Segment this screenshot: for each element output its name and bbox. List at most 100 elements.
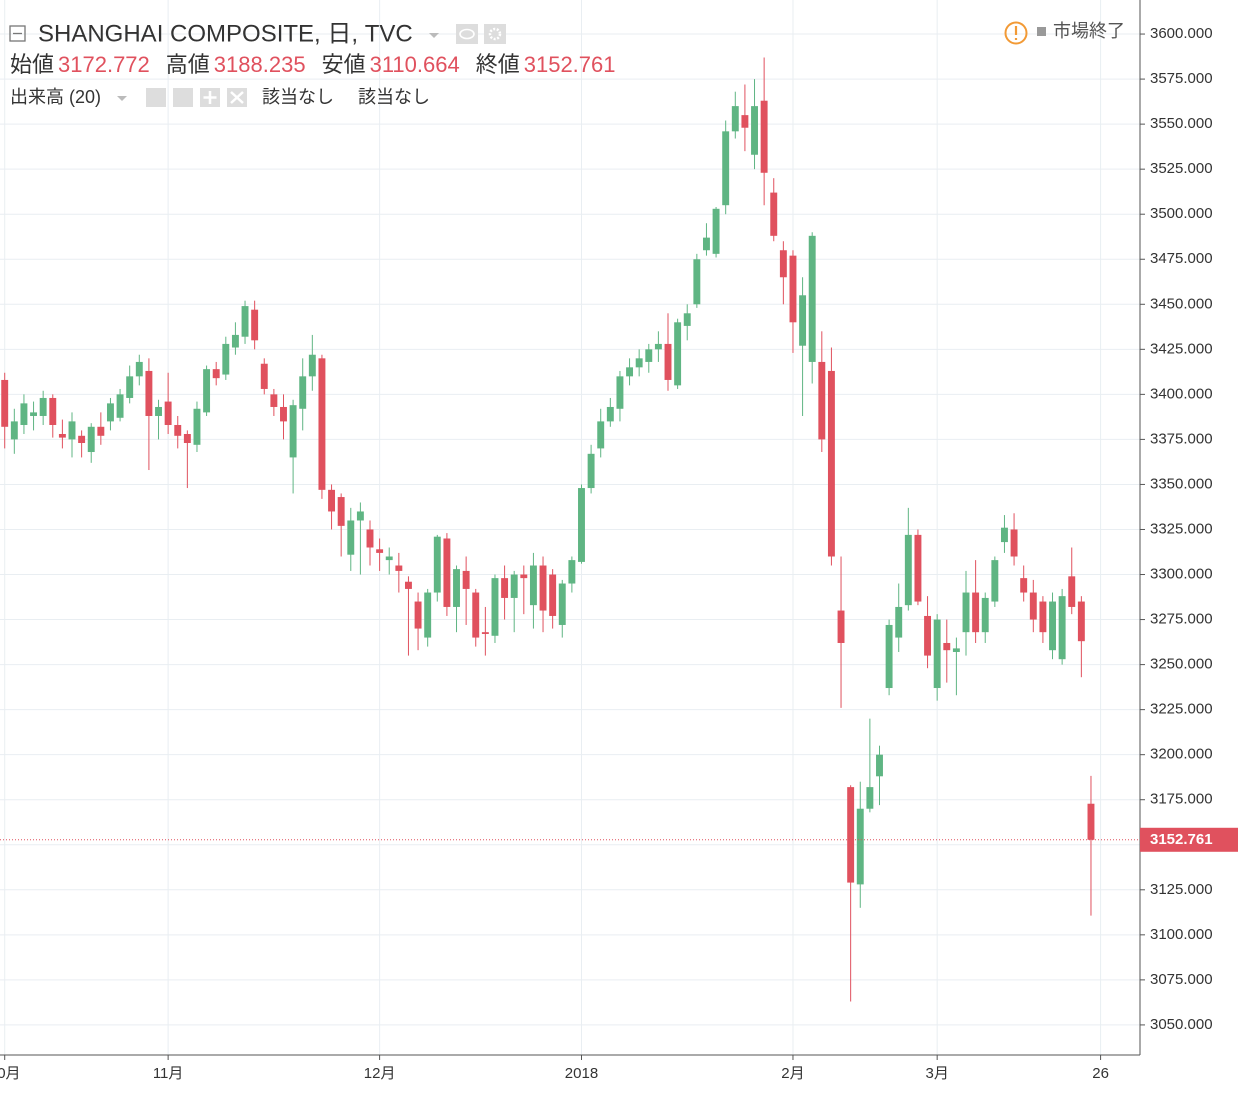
candle-body xyxy=(645,349,653,362)
candle-body xyxy=(78,435,86,444)
ohlc-value: 3172.772 xyxy=(58,52,150,77)
candle-body xyxy=(626,367,634,377)
eye-icon[interactable] xyxy=(456,24,478,44)
x-tick-label: 2018 xyxy=(565,1065,598,1082)
candle-body xyxy=(568,560,576,584)
candle-body xyxy=(1068,576,1076,607)
candle-body xyxy=(510,574,518,598)
candle-body xyxy=(1087,803,1095,840)
candle-body xyxy=(116,394,124,418)
y-tick-label: 3050.000 xyxy=(1150,1016,1213,1033)
candle-body xyxy=(1049,601,1056,651)
dropdown-icon[interactable] xyxy=(429,33,439,38)
candle-body xyxy=(924,615,932,656)
add-icon-shape xyxy=(203,91,217,104)
candle-body xyxy=(385,556,393,561)
candle-body xyxy=(885,624,893,689)
candle-body xyxy=(549,574,557,616)
candle-body xyxy=(424,592,432,638)
ohlc-value: 3110.664 xyxy=(370,52,460,77)
candle-body xyxy=(68,421,76,440)
y-tick-label: 3175.000 xyxy=(1150,791,1213,808)
y-tick-label: 3250.000 xyxy=(1150,656,1213,673)
market-status: 市場終了 xyxy=(1053,21,1125,41)
candle-body xyxy=(308,354,316,377)
candle-body xyxy=(30,412,38,416)
candle-body xyxy=(751,106,758,155)
x-tick-label: 11月 xyxy=(153,1065,184,1082)
candle-body xyxy=(529,565,537,606)
indicator-value: 該当なし xyxy=(358,87,430,107)
candle-body xyxy=(376,549,384,553)
candle-body xyxy=(337,497,345,526)
settings-icon[interactable] xyxy=(484,24,506,44)
y-tick-label: 3275.000 xyxy=(1150,611,1213,628)
ohlc-label: 終値 xyxy=(476,52,520,77)
eye-icon[interactable] xyxy=(146,88,166,107)
candle-body xyxy=(231,334,239,348)
candle-body xyxy=(1020,578,1028,593)
candle-body xyxy=(674,322,682,386)
candle-body xyxy=(491,578,499,636)
candle-body xyxy=(616,376,624,409)
y-tick-label: 3425.000 xyxy=(1150,340,1213,357)
candle-body xyxy=(501,578,509,598)
candle-body xyxy=(808,235,816,362)
candle-body xyxy=(587,453,595,489)
settings-icon[interactable] xyxy=(173,88,193,107)
indicator-label: 出来高 (20) xyxy=(10,87,101,107)
candle-body xyxy=(683,313,691,326)
ohlc-label: 高値 xyxy=(166,52,210,77)
last-price-label: 3152.761 xyxy=(1150,831,1213,848)
candle-body xyxy=(462,570,470,589)
candle-body xyxy=(1039,601,1047,633)
y-tick-label: 3300.000 xyxy=(1150,565,1213,582)
candle-body xyxy=(318,358,326,490)
candle-body xyxy=(847,787,855,883)
candle-body xyxy=(203,369,211,413)
candle-body xyxy=(174,424,182,436)
axes: 3050.0003075.0003100.0003125.0003150.000… xyxy=(0,25,1238,1082)
indicator-value: 該当なし xyxy=(262,87,334,107)
candle-body xyxy=(856,808,864,885)
y-tick-label: 3600.000 xyxy=(1150,25,1213,42)
candle-body xyxy=(49,397,57,425)
candle-body xyxy=(799,295,807,346)
candle-body xyxy=(712,208,720,254)
candle-body xyxy=(635,358,643,368)
candle-body xyxy=(597,421,605,449)
candle-body xyxy=(952,648,960,652)
status-icon[interactable] xyxy=(1004,21,1028,45)
candle-body xyxy=(356,511,364,521)
ohlc-value: 3152.761 xyxy=(524,52,616,77)
candle-body xyxy=(414,601,422,629)
candle-body xyxy=(702,237,710,251)
y-tick-label: 3200.000 xyxy=(1150,746,1213,763)
y-tick-label: 3075.000 xyxy=(1150,971,1213,988)
candle-body xyxy=(606,406,614,422)
candle-body xyxy=(481,632,489,634)
candle-body xyxy=(1,379,9,427)
candle-body xyxy=(558,583,566,625)
x-tick-label: 2月 xyxy=(781,1065,804,1082)
ohlc-value: 3188.235 xyxy=(214,52,306,77)
candle-body xyxy=(837,610,845,643)
plot-area xyxy=(0,57,1140,1002)
candle-body xyxy=(1029,592,1037,620)
y-tick-label: 3325.000 xyxy=(1150,520,1213,537)
last-price-box xyxy=(1140,827,1238,852)
close-icon-shape xyxy=(230,91,244,104)
collapse-icon[interactable] xyxy=(9,25,26,42)
candle-body xyxy=(126,376,134,398)
candle-body xyxy=(39,397,47,416)
ohlc-row: 始値 3172.772 高値 3188.235 安値 3110.664 終値 3152.761 xyxy=(10,52,616,77)
candle-body xyxy=(135,361,143,377)
dropdown-icon[interactable] xyxy=(117,96,127,101)
candle-body xyxy=(654,343,662,350)
candle-body xyxy=(1010,529,1018,557)
candle-body xyxy=(395,565,403,571)
candle-body xyxy=(760,100,768,173)
candle-body xyxy=(789,255,797,323)
